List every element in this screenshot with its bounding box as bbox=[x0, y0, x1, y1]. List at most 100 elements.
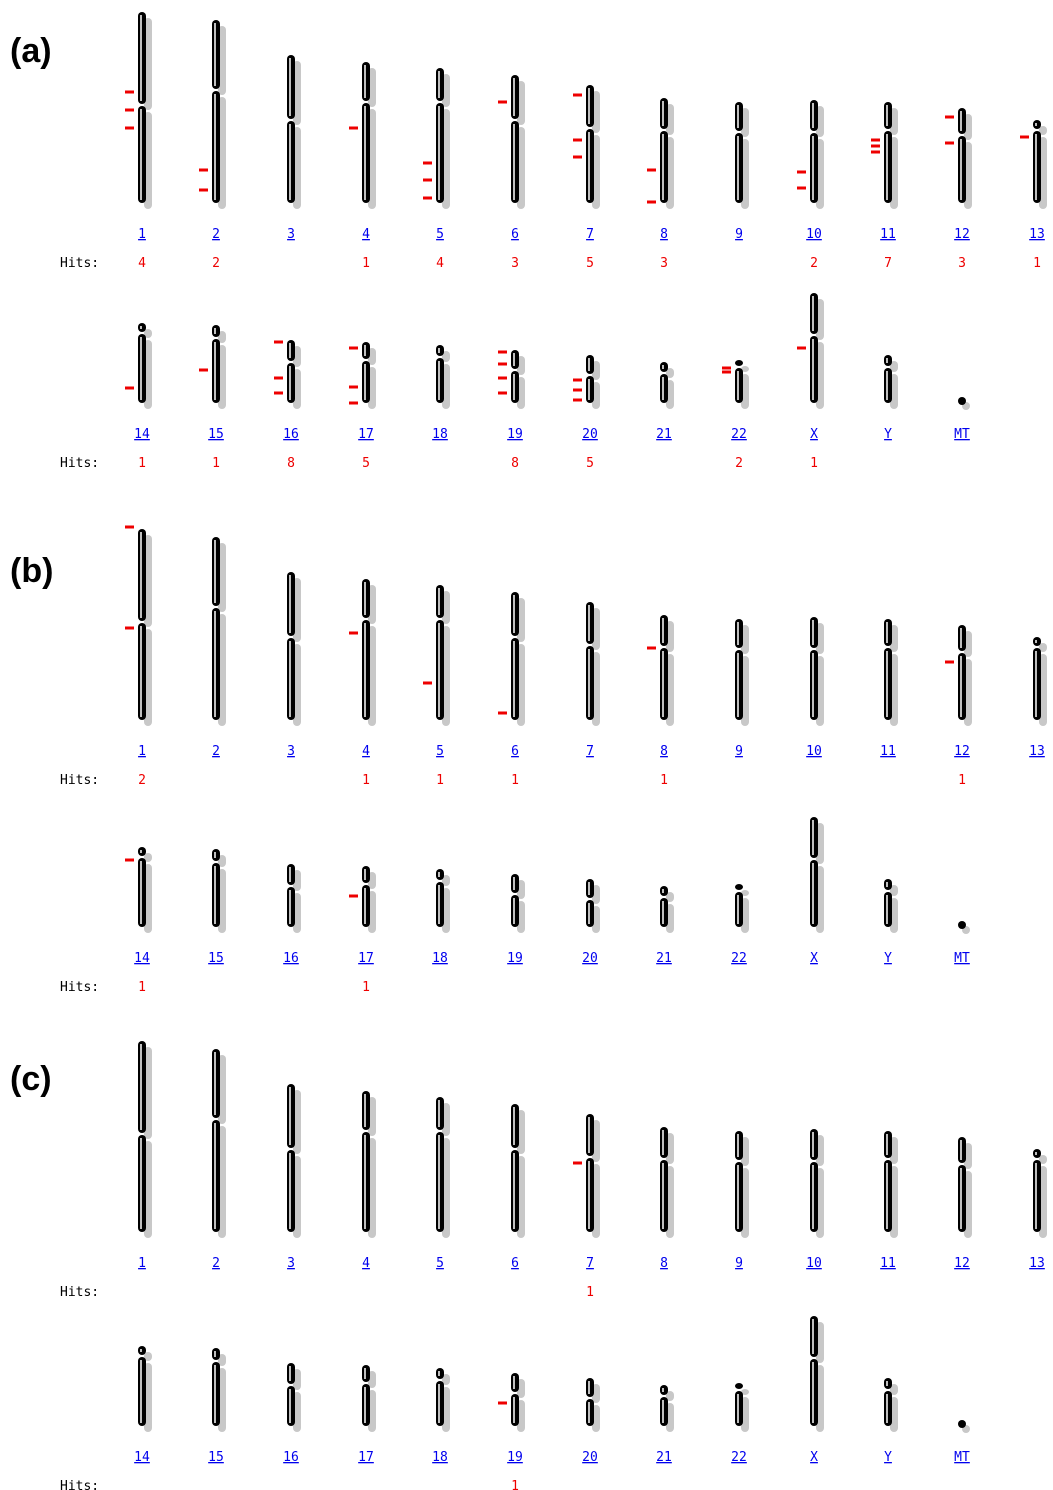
hit-marker bbox=[498, 1402, 507, 1405]
hit-marker bbox=[423, 682, 432, 685]
chromosome-link[interactable]: 8 bbox=[660, 1256, 668, 1271]
chromosome-arm bbox=[735, 1391, 743, 1426]
chromosome-link[interactable]: 15 bbox=[208, 1450, 224, 1465]
chromosome-link[interactable]: 21 bbox=[656, 427, 672, 442]
chromosome-link[interactable]: 14 bbox=[134, 1450, 150, 1465]
chromosome-arm bbox=[586, 646, 594, 720]
chromosome-link[interactable]: 16 bbox=[283, 427, 299, 442]
chromosome-link[interactable]: 9 bbox=[735, 227, 743, 242]
chromosome-link[interactable]: 10 bbox=[806, 227, 822, 242]
chromosome-link[interactable]: 8 bbox=[660, 227, 668, 242]
chromosome-arm bbox=[586, 602, 594, 644]
chromosome-link[interactable]: 4 bbox=[362, 744, 370, 759]
hit-marker bbox=[274, 341, 283, 344]
hit-count: 5 bbox=[362, 456, 370, 471]
chromosome-arm bbox=[660, 886, 668, 896]
chromosome-link[interactable]: 19 bbox=[507, 427, 523, 442]
chromosome-link[interactable]: 17 bbox=[358, 951, 374, 966]
chromosome-arm bbox=[436, 1097, 444, 1130]
chromosome-link[interactable]: X bbox=[810, 427, 818, 442]
chromosome-link[interactable]: 3 bbox=[287, 1256, 295, 1271]
chromosome-link[interactable]: MT bbox=[954, 951, 970, 966]
chromosome-link[interactable]: 2 bbox=[212, 227, 220, 242]
chromosome-link[interactable]: 13 bbox=[1029, 227, 1045, 242]
chromosome-link[interactable]: 10 bbox=[806, 1256, 822, 1271]
chromosome-link[interactable]: 5 bbox=[436, 744, 444, 759]
chromosome-link[interactable]: 6 bbox=[511, 744, 519, 759]
chromosome-arm bbox=[138, 12, 146, 104]
chromosome-link[interactable]: 8 bbox=[660, 744, 668, 759]
chromosome-link[interactable]: 16 bbox=[283, 1450, 299, 1465]
chromosome-link[interactable]: 6 bbox=[511, 1256, 519, 1271]
chromosome-link[interactable]: 9 bbox=[735, 1256, 743, 1271]
chromosome-link[interactable]: MT bbox=[954, 1450, 970, 1465]
chromosome-link[interactable]: X bbox=[810, 951, 818, 966]
chromosome-link[interactable]: 12 bbox=[954, 1256, 970, 1271]
chromosome-link[interactable]: 11 bbox=[880, 227, 896, 242]
chromosome-arm bbox=[810, 817, 818, 858]
chromosome-link[interactable]: 2 bbox=[212, 744, 220, 759]
chromosome-link[interactable]: 18 bbox=[432, 1450, 448, 1465]
chromosome-arm bbox=[212, 1348, 220, 1360]
chromosome-link[interactable]: 4 bbox=[362, 1256, 370, 1271]
chromosome-link[interactable]: 22 bbox=[731, 951, 747, 966]
hit-count: 8 bbox=[287, 456, 295, 471]
chromosome-link[interactable]: 13 bbox=[1029, 744, 1045, 759]
chromosome-link[interactable]: 22 bbox=[731, 427, 747, 442]
chromosome-link[interactable]: 18 bbox=[432, 427, 448, 442]
chromosome-arm bbox=[436, 103, 444, 203]
hit-count: 1 bbox=[586, 1285, 594, 1300]
hit-marker bbox=[797, 187, 806, 190]
chromosome-link[interactable]: 9 bbox=[735, 744, 743, 759]
chromosome-link[interactable]: 4 bbox=[362, 227, 370, 242]
chromosome-link[interactable]: Y bbox=[884, 427, 892, 442]
chromosome-link[interactable]: 19 bbox=[507, 951, 523, 966]
chromosome-link[interactable]: 17 bbox=[358, 427, 374, 442]
chromosome-arm bbox=[586, 1158, 594, 1232]
chromosome-link[interactable]: 1 bbox=[138, 1256, 146, 1271]
chromosome-link[interactable]: 17 bbox=[358, 1450, 374, 1465]
chromosome-link[interactable]: MT bbox=[954, 427, 970, 442]
hit-marker bbox=[871, 139, 880, 142]
chromosome-link[interactable]: 15 bbox=[208, 951, 224, 966]
chromosome-link[interactable]: 7 bbox=[586, 227, 594, 242]
chromosome-link[interactable]: 20 bbox=[582, 1450, 598, 1465]
chromosome-link[interactable]: 20 bbox=[582, 427, 598, 442]
chromosome-link[interactable]: Y bbox=[884, 1450, 892, 1465]
chromosome-link[interactable]: 2 bbox=[212, 1256, 220, 1271]
chromosome-link[interactable]: 21 bbox=[656, 951, 672, 966]
chromosome-arm bbox=[212, 1049, 220, 1118]
chromosome-link[interactable]: 6 bbox=[511, 227, 519, 242]
chromosome-link[interactable]: 11 bbox=[880, 744, 896, 759]
chromosome-link[interactable]: 16 bbox=[283, 951, 299, 966]
chromosome-link[interactable]: 20 bbox=[582, 951, 598, 966]
chromosome-link[interactable]: 19 bbox=[507, 1450, 523, 1465]
chromosome-link[interactable]: 1 bbox=[138, 744, 146, 759]
chromosome-link[interactable]: 5 bbox=[436, 227, 444, 242]
hit-marker bbox=[498, 101, 507, 104]
chromosome-link[interactable]: X bbox=[810, 1450, 818, 1465]
chromosome-link[interactable]: 5 bbox=[436, 1256, 444, 1271]
chromosome-link[interactable]: 3 bbox=[287, 744, 295, 759]
chromosome-link[interactable]: 12 bbox=[954, 227, 970, 242]
chromosome-link[interactable]: 14 bbox=[134, 427, 150, 442]
chromosome-arm bbox=[511, 121, 519, 203]
chromosome-link[interactable]: 7 bbox=[586, 744, 594, 759]
chromosome-link[interactable]: 18 bbox=[432, 951, 448, 966]
chromosome-link[interactable]: 1 bbox=[138, 227, 146, 242]
chromosome-link[interactable]: 14 bbox=[134, 951, 150, 966]
chromosome-link[interactable]: 10 bbox=[806, 744, 822, 759]
chromosome-link[interactable]: 3 bbox=[287, 227, 295, 242]
chromosome-link[interactable]: 21 bbox=[656, 1450, 672, 1465]
hit-count: 1 bbox=[436, 773, 444, 788]
chromosome-link[interactable]: Y bbox=[884, 951, 892, 966]
chromosome-link[interactable]: 11 bbox=[880, 1256, 896, 1271]
hit-marker bbox=[573, 1162, 582, 1165]
chromosome-link[interactable]: 12 bbox=[954, 744, 970, 759]
hit-marker bbox=[945, 661, 954, 664]
chromosome-link[interactable]: 22 bbox=[731, 1450, 747, 1465]
chromosome-link[interactable]: 15 bbox=[208, 427, 224, 442]
chromosome-link[interactable]: 13 bbox=[1029, 1256, 1045, 1271]
chromosome-arm bbox=[735, 1383, 743, 1389]
chromosome-link[interactable]: 7 bbox=[586, 1256, 594, 1271]
